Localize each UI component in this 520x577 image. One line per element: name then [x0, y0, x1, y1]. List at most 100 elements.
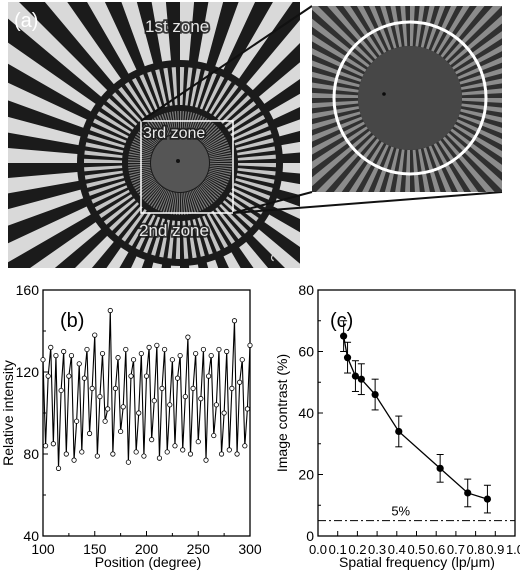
intensity-point: [97, 393, 103, 400]
intensity-point: [218, 451, 225, 457]
ring-2-spoke: [124, 82, 149, 116]
ring-3-spoke: [131, 143, 153, 153]
intensity-point: [118, 428, 124, 435]
ring-1-spoke: [258, 62, 300, 104]
intensity-point: [198, 396, 204, 402]
ring-2-spoke: [132, 77, 154, 113]
intensity-point: [86, 430, 93, 437]
ring-3-spoke: [209, 154, 232, 160]
inset-spoke: [446, 132, 502, 190]
inset-spoke: [453, 124, 502, 158]
ring-3-spoke: [200, 124, 216, 142]
contrast-point: [436, 464, 444, 472]
ring-2-spoke: [237, 168, 276, 176]
ring-1-spoke: [151, 2, 172, 62]
ring-2-spoke: [211, 210, 236, 244]
intensity-point: [61, 348, 67, 355]
ring-3-spoke: [189, 113, 198, 135]
intensity-point: [149, 437, 155, 443]
ring-3-spoke: [174, 111, 178, 134]
ring-2-spoke: [230, 115, 266, 137]
ring-3-spoke: [199, 185, 215, 203]
inset-spoke: [312, 34, 367, 72]
ring-1-spoke: [180, 2, 195, 61]
intensity-point: [68, 352, 75, 359]
ring-3-spoke: [183, 192, 189, 215]
contrast-point: [351, 372, 360, 380]
intensity-point: [40, 357, 46, 363]
ring-3-spoke: [146, 185, 162, 204]
ring-3-spoke: [165, 191, 173, 214]
ring-1-spoke: [252, 229, 300, 268]
ring-2-spoke: [91, 185, 128, 204]
intensity-point: [48, 344, 54, 350]
ring-3-spoke: [209, 164, 232, 168]
intensity-point: [242, 443, 248, 449]
ring-1-spoke: [8, 42, 96, 112]
ring-2-spoke: [226, 196, 259, 222]
inset-spoke: [312, 126, 368, 170]
inset-spoke: [384, 148, 400, 192]
intensity-point: [138, 350, 144, 357]
ring-2-spoke: [86, 175, 124, 188]
ring-1-spoke: [131, 256, 145, 268]
intensity-point: [226, 447, 232, 453]
ring-3-spoke: [145, 123, 161, 141]
inset-spoke: [444, 6, 502, 62]
intensity-point: [172, 443, 178, 449]
contrast-point: [483, 495, 492, 503]
ring-2-spoke: [237, 146, 276, 156]
panel-c-reference: 5%: [318, 504, 515, 522]
zone-2-label-outline: 2nd zone: [139, 221, 209, 240]
inset-spoke: [390, 6, 402, 48]
intensity-point: [105, 406, 111, 412]
inset-zoomed-pattern: [312, 6, 502, 192]
intensity-point: [58, 387, 64, 394]
ring-3-spoke: [151, 118, 165, 138]
ring-3-spoke: [184, 111, 190, 134]
ring-3-spoke: [161, 113, 170, 135]
intensity-point: [234, 451, 240, 457]
ring-2-spoke: [143, 216, 161, 254]
ring-3-spoke: [194, 188, 206, 209]
intensity-point: [115, 355, 121, 361]
ring-3-spoke: [209, 157, 232, 161]
intensity-point: [123, 346, 129, 353]
ring-3-spoke: [128, 165, 151, 169]
x-tick-label: 300: [238, 541, 262, 557]
intensity-point: [159, 385, 165, 391]
intensity-point: [203, 457, 209, 463]
inset-spoke: [312, 6, 374, 64]
ring-3-spoke: [141, 127, 159, 143]
panel-c-xlabel: Spatial frequency (lp/μm): [339, 554, 495, 570]
ring-2-spoke: [209, 79, 232, 115]
intensity-point: [167, 402, 173, 408]
inset-spoke: [461, 103, 502, 113]
ring-2-spoke: [101, 104, 134, 130]
intensity-point: [244, 406, 251, 412]
ring-2-spoke: [115, 205, 143, 237]
contrast-point: [343, 354, 352, 362]
ring-1-spoke: [151, 262, 163, 268]
ring-3-spoke: [206, 176, 227, 188]
ring-3-spoke: [201, 126, 218, 143]
zoom-connector-bottom: [232, 191, 503, 214]
contrast-point: [464, 489, 472, 497]
inset-spoke: [327, 6, 378, 60]
intensity-point: [195, 439, 201, 445]
intensity-point: [130, 357, 137, 363]
ring-3-spoke: [209, 167, 232, 173]
ring-2-spoke: [187, 220, 197, 259]
ring-3-spoke: [197, 120, 212, 140]
ring-3-spoke: [149, 120, 164, 139]
intensity-point: [146, 344, 152, 350]
ring-3-spoke: [128, 161, 151, 163]
zoom-region-box: [140, 120, 234, 214]
ring-1-spoke: [170, 265, 180, 268]
ring-3-spoke: [138, 181, 157, 196]
zone-1-label-outline: 1st zone: [145, 17, 209, 36]
ring-3-spoke: [150, 187, 164, 207]
zone-1-label: 1st zone: [145, 17, 209, 36]
ring-1-spoke: [8, 116, 81, 146]
ring-3-spoke: [209, 163, 232, 165]
